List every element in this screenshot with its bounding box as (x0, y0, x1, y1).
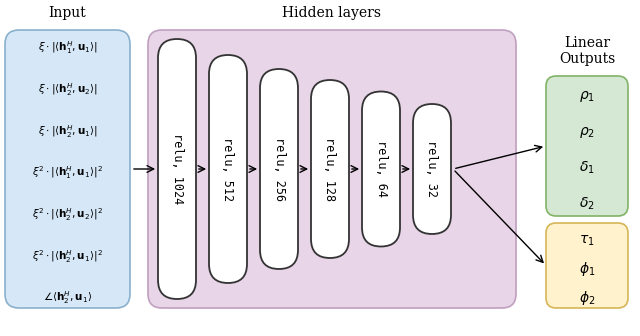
Text: relu, 512: relu, 512 (221, 137, 234, 201)
Text: relu, 32: relu, 32 (426, 140, 438, 198)
FancyBboxPatch shape (362, 91, 400, 247)
FancyBboxPatch shape (546, 76, 628, 216)
Text: Input: Input (49, 6, 86, 20)
Text: $\delta_1$: $\delta_1$ (579, 160, 595, 176)
FancyBboxPatch shape (260, 69, 298, 269)
FancyBboxPatch shape (311, 80, 349, 258)
FancyBboxPatch shape (413, 104, 451, 234)
FancyBboxPatch shape (546, 223, 628, 308)
Text: $\tau_1$: $\tau_1$ (579, 234, 595, 248)
Text: Linear
Outputs: Linear Outputs (559, 36, 615, 66)
Text: $\xi \cdot |\langle \mathbf{h}_1^H, \mathbf{u}_1\rangle|$: $\xi \cdot |\langle \mathbf{h}_1^H, \mat… (38, 40, 97, 56)
Text: relu, 256: relu, 256 (273, 137, 285, 201)
Text: Hidden layers: Hidden layers (282, 6, 381, 20)
Text: $\xi^2 \cdot |\langle \mathbf{h}_1^H, \mathbf{u}_1\rangle|^2$: $\xi^2 \cdot |\langle \mathbf{h}_1^H, \m… (32, 165, 103, 181)
Text: $\xi^2 \cdot |\langle \mathbf{h}_2^H, \mathbf{u}_2\rangle|^2$: $\xi^2 \cdot |\langle \mathbf{h}_2^H, \m… (32, 206, 103, 223)
Text: $\xi^2 \cdot |\langle \mathbf{h}_2^H, \mathbf{u}_1\rangle|^2$: $\xi^2 \cdot |\langle \mathbf{h}_2^H, \m… (32, 248, 103, 265)
FancyBboxPatch shape (158, 39, 196, 299)
Text: $\phi_1$: $\phi_1$ (579, 260, 595, 279)
Text: relu, 64: relu, 64 (374, 140, 387, 198)
Text: $\delta_2$: $\delta_2$ (579, 196, 595, 212)
FancyBboxPatch shape (209, 55, 247, 283)
FancyBboxPatch shape (148, 30, 516, 308)
Text: $\phi_2$: $\phi_2$ (579, 289, 595, 307)
Text: $\rho_2$: $\rho_2$ (579, 125, 595, 139)
FancyBboxPatch shape (5, 30, 130, 308)
Text: $\rho_1$: $\rho_1$ (579, 88, 595, 103)
Text: $\angle\langle \mathbf{h}_2^H, \mathbf{u}_1\rangle$: $\angle\langle \mathbf{h}_2^H, \mathbf{u… (43, 290, 92, 306)
Text: relu, 128: relu, 128 (323, 137, 337, 201)
Text: $\xi \cdot |\langle \mathbf{h}_2^H, \mathbf{u}_1\rangle|$: $\xi \cdot |\langle \mathbf{h}_2^H, \mat… (38, 123, 97, 140)
Text: $\xi \cdot |\langle \mathbf{h}_2^H, \mathbf{u}_2\rangle|$: $\xi \cdot |\langle \mathbf{h}_2^H, \mat… (38, 81, 97, 98)
Text: relu, 1024: relu, 1024 (170, 133, 184, 205)
